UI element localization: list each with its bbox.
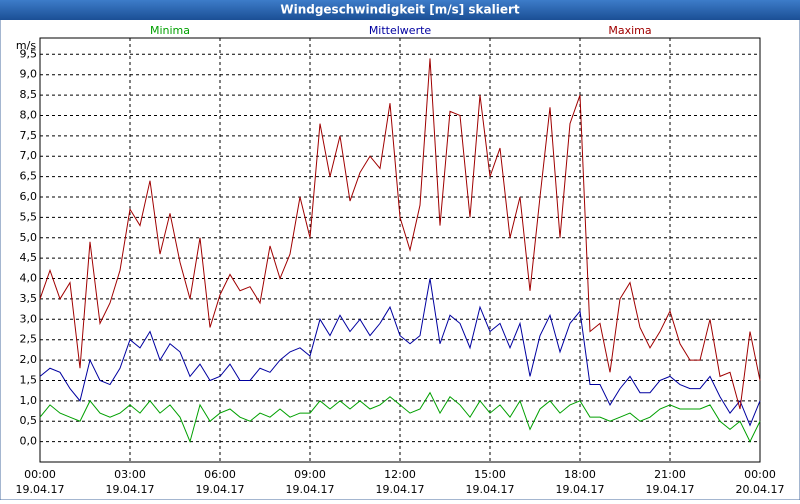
y-tick-label: 4,5 [20, 251, 38, 264]
y-tick-label: 9,0 [20, 68, 38, 81]
x-tick-label: 06:00 [204, 468, 236, 481]
y-unit-label: m/s [16, 39, 36, 52]
x-tick-date: 19.04.17 [286, 483, 335, 496]
series-line [39, 58, 761, 410]
x-tick-label: 21:00 [654, 468, 686, 481]
y-tick-label: 6,5 [20, 170, 38, 183]
x-tick-date: 19.04.17 [466, 483, 515, 496]
y-tick-label: 1,5 [20, 373, 38, 386]
x-tick-date: 19.04.17 [646, 483, 695, 496]
y-tick-label: 7,0 [20, 149, 38, 162]
x-tick-date: 19.04.17 [106, 483, 155, 496]
x-tick-label: 15:00 [474, 468, 506, 481]
x-tick-date: 19.04.17 [556, 483, 605, 496]
chart-title: Windgeschwindigkeit [m/s] skaliert [280, 3, 520, 17]
y-tick-label: 2,5 [20, 333, 38, 346]
plot-frame [39, 37, 761, 463]
x-tick-date: 20.04.17 [736, 483, 785, 496]
legend-label: Maxima [608, 24, 651, 37]
legend-label: Mittelwerte [369, 24, 432, 37]
y-tick-label: 7,5 [20, 129, 38, 142]
x-tick-date: 19.04.17 [376, 483, 425, 496]
y-tick-label: 0,5 [20, 414, 38, 427]
series-line [39, 278, 761, 427]
y-tick-label: 2,0 [20, 353, 38, 366]
x-tick-label: 12:00 [384, 468, 416, 481]
series-line [39, 391, 761, 444]
x-tick-label: 00:00 [24, 468, 56, 481]
x-tick-label: 18:00 [564, 468, 596, 481]
y-tick-label: 3,5 [20, 292, 38, 305]
y-tick-label: 8,5 [20, 88, 38, 101]
y-tick-label: 5,5 [20, 210, 38, 223]
y-tick-label: 5,0 [20, 231, 38, 244]
title-bar [0, 0, 800, 20]
y-tick-label: 9,5 [20, 47, 38, 60]
y-tick-label: 3,0 [20, 312, 38, 325]
x-tick-date: 19.04.17 [196, 483, 245, 496]
y-tick-label: 4,0 [20, 272, 38, 285]
legend-label: Minima [150, 24, 190, 37]
y-tick-label: 0,0 [20, 435, 38, 448]
x-tick-date: 19.04.17 [16, 483, 65, 496]
y-tick-label: 1,0 [20, 394, 38, 407]
y-tick-label: 8,0 [20, 108, 38, 121]
x-tick-label: 03:00 [114, 468, 146, 481]
x-tick-label: 09:00 [294, 468, 326, 481]
x-tick-label: 00:00 [744, 468, 776, 481]
y-tick-label: 6,0 [20, 190, 38, 203]
